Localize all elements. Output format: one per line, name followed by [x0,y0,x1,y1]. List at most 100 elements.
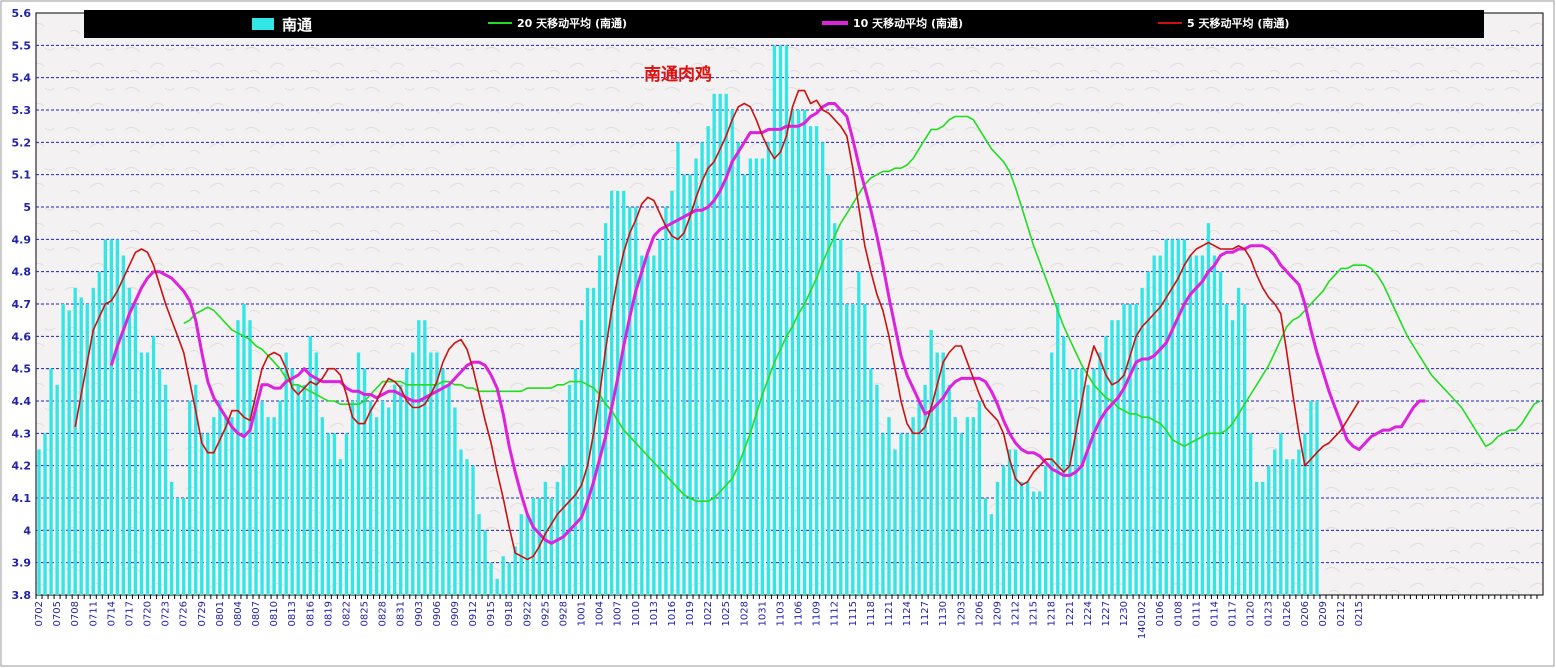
x-tick-label: 140102 [1137,601,1148,639]
bar [820,142,825,596]
x-tick-label: 1004 [595,601,606,626]
bar [483,530,487,595]
x-tick-label: 0816 [305,601,316,626]
bar [97,271,101,595]
bar [549,498,554,595]
bar [441,368,445,595]
bar [320,417,324,595]
bar [923,384,927,595]
x-tick-label: 0723 [161,601,172,626]
bar [700,142,704,596]
x-tick-label: 1115 [848,601,859,626]
bar [712,93,716,595]
bar [1182,239,1186,596]
bar [682,174,686,595]
x-tick-label: 1127 [920,601,931,626]
bar [784,45,789,596]
x-tick-label: 0804 [233,601,244,626]
bar [839,239,843,596]
bar [1200,255,1205,595]
bar [917,401,921,595]
bar [796,110,801,595]
bar [224,417,228,595]
bar [1050,352,1054,595]
bar [386,407,391,595]
bar [236,320,240,595]
bar [1176,239,1180,596]
bar [1134,304,1138,595]
bar [1128,304,1132,595]
x-tick-label: 0711 [88,601,99,626]
x-tick-label: 0206 [1300,601,1311,626]
y-tick-label: 4.4 [12,395,32,408]
bar [1098,352,1102,595]
ma10-line [109,102,1426,545]
bar [1194,255,1199,595]
bar [151,336,156,595]
x-tick-label: 0807 [251,601,262,626]
bar [507,562,511,595]
bar [881,433,885,595]
x-tick-label: 0912 [468,601,479,626]
x-tick-label: 1209 [993,601,1004,626]
x-tick-label: 1218 [1047,601,1058,626]
x-tick-label: 1106 [794,601,805,626]
bar [1164,239,1168,596]
x-tick-label: 0120 [1246,601,1257,626]
bar [1019,481,1024,595]
bar [561,465,566,595]
x-tick-label: 0831 [396,601,407,626]
bar [1224,304,1229,595]
bar [218,401,222,595]
x-tick-label: 1007 [613,601,624,626]
y-tick-label: 4 [23,524,31,537]
bar [1212,255,1217,595]
bar [350,401,355,595]
x-tick-label: 0702 [34,601,45,626]
y-tick-label: 4.5 [12,363,32,376]
y-tick-label: 4.2 [12,460,32,473]
bar [808,126,813,596]
bar [248,320,252,595]
x-tick-label: 0126 [1282,601,1293,626]
x-tick-label: 1013 [649,601,660,626]
bar [766,142,771,596]
x-tick-label: 0903 [414,601,425,626]
bar [670,190,674,596]
x-tick-label: 0215 [1354,601,1365,626]
y-tick-label: 5.6 [12,7,32,20]
bar [182,498,186,595]
line-layer [74,89,1541,561]
bar [103,239,107,596]
bar [1031,491,1036,595]
x-tick-label: 0717 [124,601,135,626]
bar [911,417,915,595]
x-tick-label: 0106 [1155,601,1166,626]
bar [1116,320,1120,595]
bar [380,401,385,595]
legend-bar-label: 南通 [282,16,312,34]
bar [37,449,41,595]
legend-bar-swatch [252,18,274,30]
bar [260,401,264,595]
x-tick-label: 1016 [667,601,678,626]
x-tick-label: 0729 [197,601,208,626]
x-tick-label: 0909 [450,601,461,626]
bar [905,433,909,595]
bar [139,352,144,595]
bar [875,384,879,595]
bar [1279,433,1283,595]
bar [1236,287,1241,595]
ma20-line [183,115,1541,503]
bar [1074,368,1078,595]
x-tick-label: 0117 [1228,601,1239,626]
bar [1315,401,1319,595]
legend-ma5-label: 5 天移动平均 (南通) [1187,16,1289,30]
legend-ma20-label: 20 天移动平均 (南通) [517,16,627,30]
bar [169,481,174,595]
bar [513,546,517,595]
bar [157,368,162,595]
bar [953,417,957,595]
bar [1188,255,1193,595]
